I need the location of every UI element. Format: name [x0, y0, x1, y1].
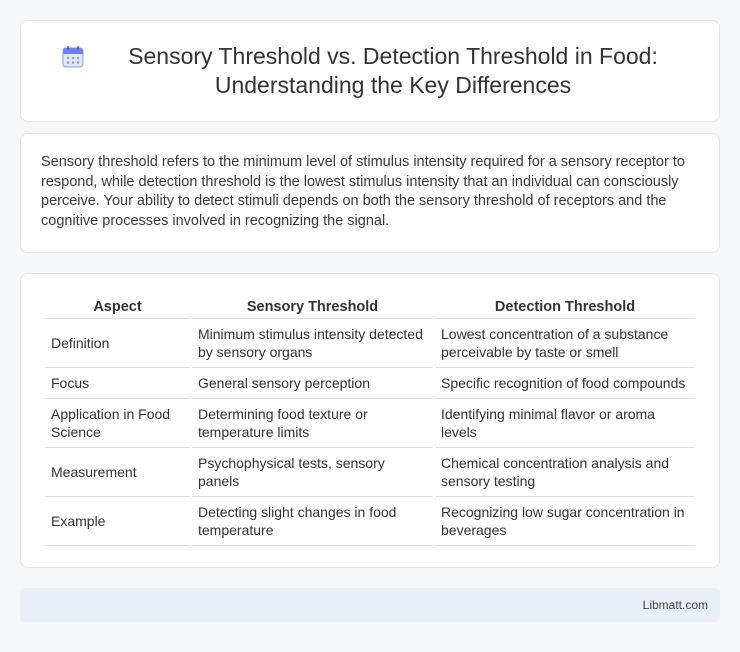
table-cell: Focus	[45, 368, 190, 399]
table-cell: Chemical concentration analysis and sens…	[435, 448, 695, 497]
table-card: Aspect Sensory Threshold Detection Thres…	[20, 273, 720, 568]
header-card: Sensory Threshold vs. Detection Threshol…	[20, 20, 720, 122]
table-cell: Recognizing low sugar concentration in b…	[435, 497, 695, 546]
column-header-sensory-threshold: Sensory Threshold	[192, 294, 433, 319]
table-cell: Psychophysical tests, sensory panels	[192, 448, 433, 497]
table-cell: Detecting slight changes in food tempera…	[192, 497, 433, 546]
table-cell: Determining food texture or temperature …	[192, 399, 433, 448]
table-header-row: Aspect Sensory Threshold Detection Thres…	[45, 294, 695, 319]
table-row: Application in Food Science Determining …	[45, 399, 695, 448]
table-cell: Example	[45, 497, 190, 546]
table-row: Focus General sensory perception Specifi…	[45, 368, 695, 399]
table-cell: Minimum stimulus intensity detected by s…	[192, 319, 433, 368]
footer: Libmatt.com	[20, 588, 720, 622]
table-row: Measurement Psychophysical tests, sensor…	[45, 448, 695, 497]
column-header-aspect: Aspect	[45, 294, 190, 319]
table-cell: Identifying minimal flavor or aroma leve…	[435, 399, 695, 448]
table-row: Example Detecting slight changes in food…	[45, 497, 695, 546]
table-cell: General sensory perception	[192, 368, 433, 399]
table-cell: Specific recognition of food compounds	[435, 368, 695, 399]
column-header-detection-threshold: Detection Threshold	[435, 294, 695, 319]
table-cell: Definition	[45, 319, 190, 368]
comparison-table: Aspect Sensory Threshold Detection Thres…	[43, 294, 697, 546]
footer-brand-link[interactable]: Libmatt.com	[642, 598, 708, 612]
table-row: Definition Minimum stimulus intensity de…	[45, 319, 695, 368]
table-cell: Measurement	[45, 448, 190, 497]
table-cell: Application in Food Science	[45, 399, 190, 448]
header: Sensory Threshold vs. Detection Threshol…	[21, 21, 719, 121]
intro-paragraph: Sensory threshold refers to the minimum …	[41, 154, 685, 229]
intro-card: Sensory threshold refers to the minimum …	[20, 133, 720, 253]
calendar-icon	[62, 46, 84, 68]
table-cell: Lowest concentration of a substance perc…	[435, 319, 695, 368]
page-title: Sensory Threshold vs. Detection Threshol…	[128, 43, 658, 98]
